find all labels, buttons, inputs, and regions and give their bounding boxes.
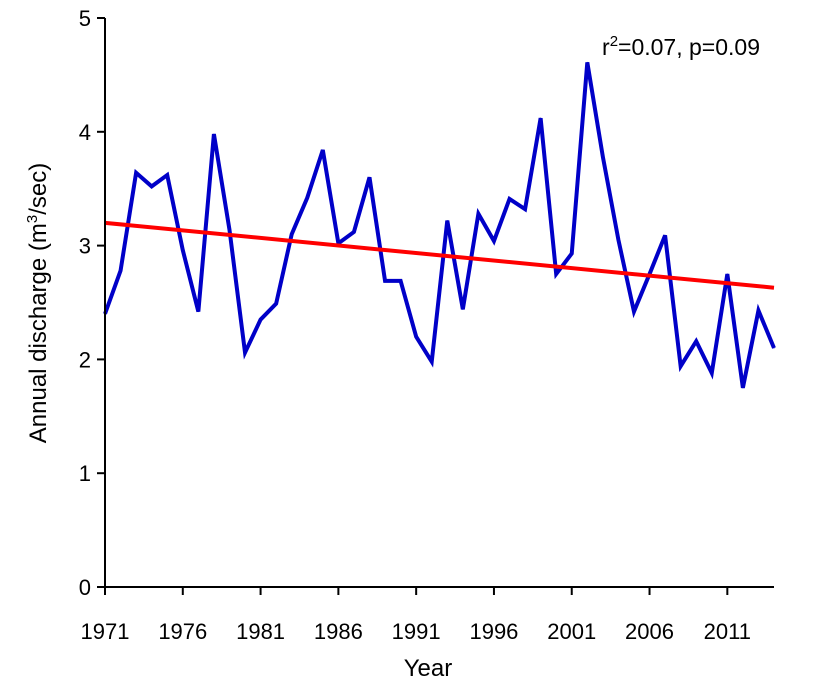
discharge-data-point (571, 253, 573, 255)
y-axis-title-sup: 3 (24, 215, 41, 223)
discharge-data-point (617, 239, 619, 241)
discharge-data-point (477, 213, 479, 215)
discharge-data-point (524, 208, 526, 210)
y-tick-label: 5 (79, 6, 91, 31)
x-tick-label: 1996 (469, 619, 518, 644)
discharge-data-point (291, 233, 293, 235)
discharge-data-point (368, 176, 370, 178)
discharge-data-point (586, 61, 588, 63)
discharge-data-point (431, 361, 433, 363)
discharge-data-point (493, 240, 495, 242)
fit-statistics-annotation: r2=0.07, p=0.09 (602, 33, 760, 60)
x-tick-label: 1986 (314, 619, 363, 644)
x-axis-title: Year (404, 655, 453, 682)
discharge-data-point (135, 172, 137, 174)
discharge-data-point (446, 220, 448, 222)
discharge-data-point (400, 280, 402, 282)
discharge-data-point (260, 319, 262, 321)
discharge-data-point (182, 249, 184, 251)
y-tick-label: 2 (79, 347, 91, 372)
discharge-series-line (103, 62, 776, 389)
discharge-data-point (773, 347, 775, 349)
discharge-data-point (757, 309, 759, 311)
discharge-data-point (384, 280, 386, 282)
discharge-data-point (509, 198, 511, 200)
x-tick-label: 1991 (392, 619, 441, 644)
discharge-data-point (213, 133, 215, 135)
discharge-data-point (322, 149, 324, 151)
trend-layer (104, 220, 775, 290)
discharge-data-point (353, 231, 355, 233)
y-tick-label: 1 (79, 461, 91, 486)
y-tick-label: 4 (79, 120, 91, 145)
discharge-data-point (695, 340, 697, 342)
discharge-data-point (228, 229, 230, 231)
y-axis-title-main: Annual discharge (m (25, 223, 52, 443)
discharge-data-point (680, 365, 682, 367)
x-tick-label: 2001 (547, 619, 596, 644)
discharge-data-point (244, 352, 246, 354)
x-tick-label: 2011 (704, 619, 751, 644)
x-tick-label: 1971 (81, 619, 130, 644)
discharge-data-point (664, 234, 666, 236)
annotation-pre: r (602, 34, 610, 60)
discharge-data-point (166, 174, 168, 176)
discharge-data-point (151, 185, 153, 187)
x-tick-label: 2006 (625, 619, 674, 644)
y-tick-label: 0 (79, 575, 91, 600)
discharge-data-point (540, 117, 542, 119)
y-tick-label: 3 (79, 234, 91, 259)
discharge-data-point (415, 336, 417, 338)
discharge-data-point (120, 270, 122, 272)
discharge-data-point (555, 273, 557, 275)
discharge-data-point (726, 273, 728, 275)
discharge-data-point (462, 308, 464, 310)
discharge-data-point (197, 311, 199, 313)
x-tick-label: 1976 (158, 619, 207, 644)
discharge-data-point (633, 311, 635, 313)
y-axis-title-tail: /sec) (25, 163, 52, 215)
y-axis-ticks: 0 1 2 3 4 5 (79, 6, 105, 600)
x-axis-ticks: 1971 1976 1981 1986 1991 1996 2001 2006 2011 (81, 587, 751, 644)
discharge-data-point (275, 303, 277, 305)
series-layer (103, 61, 776, 389)
annotation-sup: 2 (610, 33, 618, 50)
discharge-data-point (742, 387, 744, 389)
trend-line (104, 220, 775, 290)
y-axis-title: Annual discharge (m3/sec) (24, 163, 52, 443)
discharge-data-point (711, 372, 713, 374)
discharge-data-point (602, 156, 604, 158)
discharge-data-point (306, 197, 308, 199)
annotation-post: =0.07, p=0.09 (618, 34, 760, 60)
x-tick-label: 1981 (236, 619, 285, 644)
